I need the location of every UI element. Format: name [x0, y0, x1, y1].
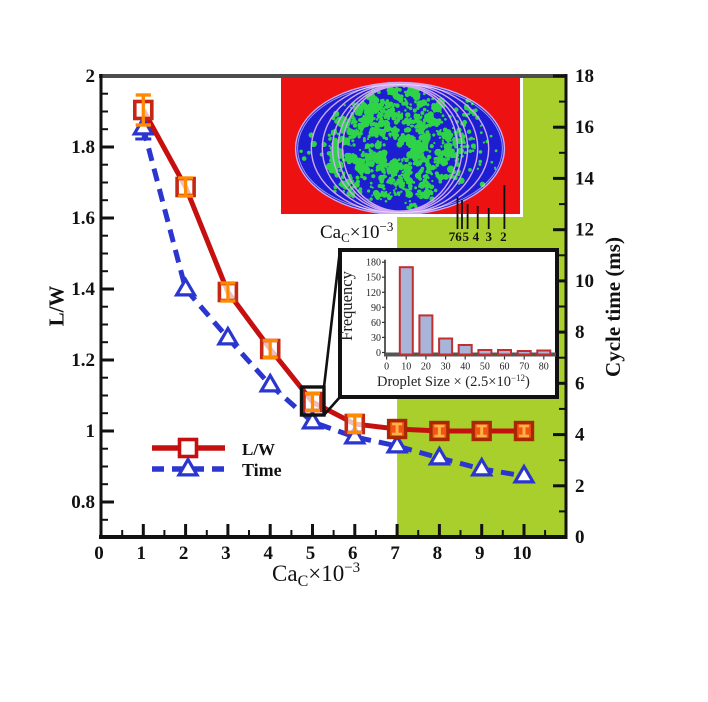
svg-text:70: 70 [519, 362, 529, 373]
svg-text:3: 3 [221, 543, 231, 564]
svg-text:16: 16 [575, 117, 594, 138]
svg-text:5: 5 [306, 543, 316, 564]
svg-text:Time: Time [242, 460, 282, 480]
svg-text:1: 1 [86, 421, 96, 442]
svg-text:10: 10 [575, 271, 594, 292]
svg-text:18: 18 [575, 66, 594, 87]
svg-text:10: 10 [513, 543, 532, 564]
svg-text:180: 180 [366, 258, 381, 269]
svg-text:1.4: 1.4 [71, 279, 95, 300]
svg-text:30: 30 [441, 362, 451, 373]
svg-text:CaC×10−3: CaC×10−3 [272, 560, 360, 590]
svg-text:Cycle time (ms): Cycle time (ms) [601, 237, 625, 377]
svg-text:2: 2 [575, 476, 585, 497]
svg-text:1.2: 1.2 [71, 350, 95, 371]
svg-text:10: 10 [401, 362, 411, 373]
svg-text:40: 40 [460, 362, 470, 373]
svg-text:6: 6 [455, 229, 462, 244]
svg-text:50: 50 [480, 362, 490, 373]
svg-text:4: 4 [575, 425, 585, 446]
svg-text:7: 7 [449, 229, 456, 244]
svg-text:90: 90 [371, 303, 381, 314]
svg-text:12: 12 [575, 220, 594, 241]
svg-text:1.8: 1.8 [71, 137, 95, 158]
svg-text:30: 30 [371, 333, 381, 344]
svg-text:6: 6 [575, 373, 585, 394]
svg-text:2: 2 [179, 543, 189, 564]
svg-text:60: 60 [500, 362, 510, 373]
svg-text:2: 2 [500, 229, 507, 244]
svg-text:0: 0 [575, 527, 585, 548]
svg-text:4: 4 [263, 543, 273, 564]
svg-text:0: 0 [384, 362, 389, 373]
svg-text:Frequency: Frequency [337, 270, 356, 340]
svg-text:Droplet Size × (2.5×10−12): Droplet Size × (2.5×10−12) [377, 373, 530, 390]
svg-text:14: 14 [575, 168, 595, 189]
svg-text:150: 150 [366, 273, 381, 284]
svg-text:L/W: L/W [242, 440, 275, 459]
svg-text:0: 0 [94, 543, 104, 564]
svg-text:80: 80 [539, 362, 549, 373]
svg-text:60: 60 [371, 318, 381, 329]
svg-text:0.8: 0.8 [71, 492, 95, 513]
svg-text:1.6: 1.6 [71, 208, 95, 229]
svg-text:8: 8 [433, 543, 443, 564]
svg-text:120: 120 [366, 288, 381, 299]
svg-text:7: 7 [390, 543, 400, 564]
svg-text:2: 2 [86, 66, 96, 87]
svg-text:9: 9 [475, 543, 485, 564]
svg-text:0: 0 [376, 348, 381, 359]
svg-text:3: 3 [485, 229, 492, 244]
svg-text:8: 8 [575, 322, 585, 343]
svg-text:1: 1 [137, 543, 147, 564]
svg-text:4: 4 [473, 229, 480, 244]
svg-text:5: 5 [463, 229, 470, 244]
svg-text:6: 6 [348, 543, 358, 564]
svg-text:20: 20 [421, 362, 431, 373]
svg-text:CaC×10−3: CaC×10−3 [320, 219, 393, 245]
svg-text:L/W: L/W [45, 286, 69, 327]
